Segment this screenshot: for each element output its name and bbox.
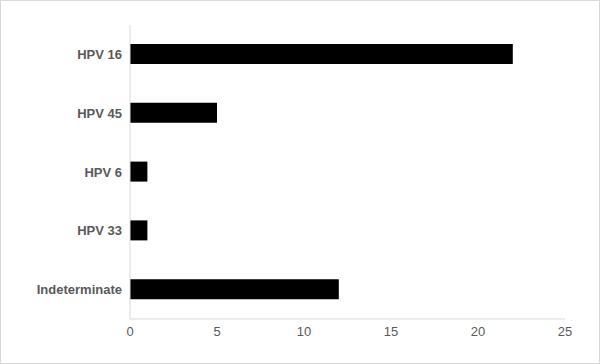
svg-text:HPV 6: HPV 6 [84, 165, 122, 180]
svg-text:25: 25 [558, 324, 572, 339]
svg-text:5: 5 [213, 324, 220, 339]
svg-text:15: 15 [384, 324, 398, 339]
svg-text:0: 0 [126, 324, 133, 339]
svg-text:20: 20 [471, 324, 485, 339]
svg-text:HPV 16: HPV 16 [77, 47, 122, 62]
svg-text:HPV 33: HPV 33 [77, 223, 122, 238]
svg-text:Indeterminate: Indeterminate [37, 282, 122, 297]
svg-text:10: 10 [297, 324, 311, 339]
svg-text:HPV 45: HPV 45 [77, 106, 122, 121]
